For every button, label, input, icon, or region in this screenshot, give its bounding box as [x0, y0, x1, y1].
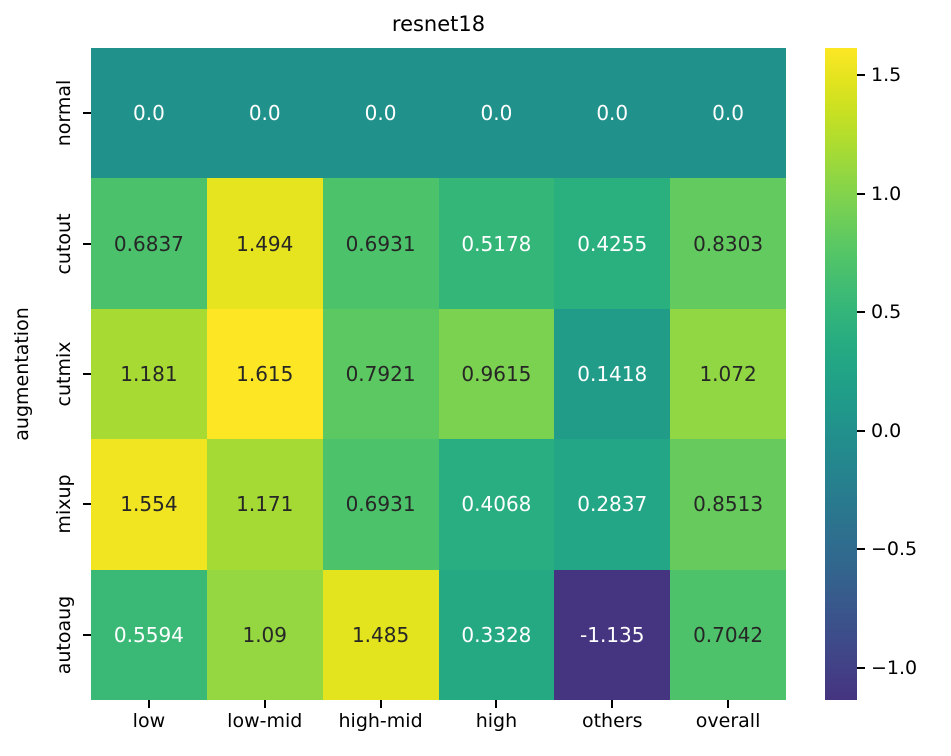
- chart-title: resnet18: [391, 12, 486, 36]
- colorbar-tick-label: −0.5: [871, 538, 918, 561]
- cell-value: 1.554: [120, 492, 178, 517]
- y-tick-mark: [83, 373, 91, 375]
- cell-value: -1.135: [580, 622, 645, 647]
- cell-value: 0.5178: [461, 231, 532, 256]
- cell-value: 0.7921: [345, 361, 416, 386]
- x-tick-mark: [495, 700, 498, 708]
- colorbar-gradient: [825, 48, 857, 700]
- cell-value: 0.0: [596, 101, 629, 126]
- x-tick-mark: [147, 700, 150, 708]
- y-tick-mark: [83, 242, 91, 245]
- y-tick-mark: [83, 503, 91, 506]
- x-tick-label-others: others: [581, 710, 643, 732]
- heatmap-cell-cutmix-high-mid: 0.7921: [322, 308, 439, 440]
- heatmap-cell-normal-others: 0.0: [554, 48, 671, 179]
- heatmap-cell-autoaug-high: 0.3328: [438, 569, 555, 700]
- heatmap-cell-normal-overall: 0.0: [670, 48, 786, 179]
- cell-value: 0.0: [712, 101, 744, 126]
- x-tick-label-low: low: [132, 710, 166, 732]
- heatmap-cell-normal-high: 0.0: [438, 48, 555, 179]
- y-tick-mark: [83, 112, 91, 115]
- heatmap-cell-cutmix-low: 1.181: [91, 308, 207, 440]
- heatmap-cell-cutmix-overall: 1.072: [670, 308, 786, 440]
- y-axis-label: augmentation: [11, 307, 33, 441]
- heatmap-cell-autoaug-others: -1.135: [554, 569, 671, 700]
- heatmap-cell-cutout-high-mid: 0.6931: [322, 178, 439, 309]
- colorbar-tick-mark: [857, 311, 865, 314]
- cell-value: 1.181: [120, 361, 178, 386]
- y-tick-label-normal: normal: [53, 79, 75, 147]
- heatmap-cell-autoaug-low: 0.5594: [91, 569, 207, 700]
- y-tick-label-cutout: cutout: [53, 213, 75, 275]
- y-tick-label-cutmix: cutmix: [53, 341, 75, 407]
- heatmap-cell-cutout-others: 0.4255: [554, 178, 671, 309]
- colorbar-tick-mark: [857, 74, 865, 77]
- heatmap-cell-mixup-low: 1.554: [91, 439, 207, 570]
- cell-value: 0.0: [480, 101, 513, 126]
- heatmap-cell-normal-low: 0.0: [91, 48, 207, 179]
- colorbar-tick-label: −1.0: [871, 656, 918, 679]
- cell-value: 0.0: [248, 101, 281, 126]
- heatmap-cell-mixup-overall: 0.8513: [670, 439, 786, 570]
- x-tick-mark: [379, 700, 382, 708]
- x-tick-label-high: high: [475, 710, 518, 732]
- heatmap-cell-autoaug-overall: 0.7042: [670, 569, 786, 700]
- y-tick-mark: [83, 633, 91, 636]
- cell-value: 0.4255: [577, 231, 648, 256]
- heatmap-cell-cutmix-high: 0.9615: [438, 308, 555, 440]
- heatmap-cell-cutmix-others: 0.1418: [554, 308, 671, 440]
- cell-value: 0.0: [133, 101, 165, 126]
- cell-value: 0.2837: [577, 492, 648, 517]
- x-tick-label-overall: overall: [695, 710, 761, 732]
- cell-value: 1.171: [236, 492, 294, 517]
- cell-value: 0.6931: [345, 492, 416, 517]
- y-tick-label-mixup: mixup: [53, 474, 75, 534]
- x-tick-label-low-mid: low-mid: [227, 710, 303, 732]
- heatmap-cell-mixup-low-mid: 1.171: [206, 439, 323, 570]
- heatmap-cell-cutout-high: 0.5178: [438, 178, 555, 309]
- x-tick-label-high-mid: high-mid: [338, 710, 423, 732]
- heatmap-cell-normal-high-mid: 0.0: [322, 48, 439, 179]
- heatmap-cell-mixup-high-mid: 0.6931: [322, 439, 439, 570]
- colorbar-tick-label: 1.5: [871, 64, 902, 87]
- cell-value: 1.485: [351, 622, 410, 647]
- cell-value: 1.072: [699, 361, 757, 386]
- cell-value: 0.7042: [693, 622, 764, 647]
- heatmap-grid: 0.0 0.0 0.0 0.0 0.0 0.0 0.6837 1.494 0.6931 0.517…: [91, 48, 786, 700]
- heatmap-cell-autoaug-low-mid: 1.09: [206, 569, 323, 700]
- heatmap-cell-cutout-low-mid: 1.494: [206, 178, 323, 309]
- heatmap-cell-cutout-low: 0.6837: [91, 178, 207, 309]
- x-tick-mark: [263, 700, 266, 708]
- cell-value: 0.6931: [345, 231, 416, 256]
- cell-value: 0.9615: [461, 361, 532, 386]
- cell-value: 0.4068: [461, 492, 532, 517]
- heatmap-cell-mixup-others: 0.2837: [554, 439, 671, 570]
- colorbar-tick-mark: [857, 429, 865, 432]
- colorbar-tick-label: 0.0: [871, 419, 902, 442]
- colorbar-tick-label: 0.5: [871, 301, 902, 324]
- x-tick-mark: [727, 700, 730, 708]
- heatmap-cell-normal-low-mid: 0.0: [206, 48, 323, 179]
- y-tick-label-autoaug: autoaug: [53, 595, 75, 675]
- heatmap-cell-autoaug-high-mid: 1.485: [322, 569, 439, 700]
- cell-value: 0.8303: [693, 231, 764, 256]
- cell-value: 0.3328: [461, 622, 532, 647]
- heatmap-cell-cutout-overall: 0.8303: [670, 178, 786, 309]
- cell-value: 0.6837: [113, 231, 184, 256]
- heatmap-cell-cutmix-low-mid: 1.615: [206, 308, 323, 440]
- heatmap-cell-mixup-high: 0.4068: [438, 439, 555, 570]
- cell-value: 1.09: [242, 622, 287, 647]
- x-tick-mark: [611, 700, 614, 708]
- cell-value: 0.1418: [577, 361, 648, 386]
- cell-value: 0.0: [364, 101, 397, 126]
- cell-value: 1.494: [236, 231, 294, 256]
- cell-value: 0.5594: [113, 622, 184, 647]
- colorbar-tick-mark: [857, 666, 865, 669]
- cell-value: 1.615: [236, 361, 294, 386]
- cell-value: 0.8513: [693, 492, 764, 517]
- colorbar-tick-mark: [857, 192, 865, 195]
- colorbar-tick-label: 1.0: [871, 182, 902, 205]
- colorbar-tick-mark: [857, 548, 865, 551]
